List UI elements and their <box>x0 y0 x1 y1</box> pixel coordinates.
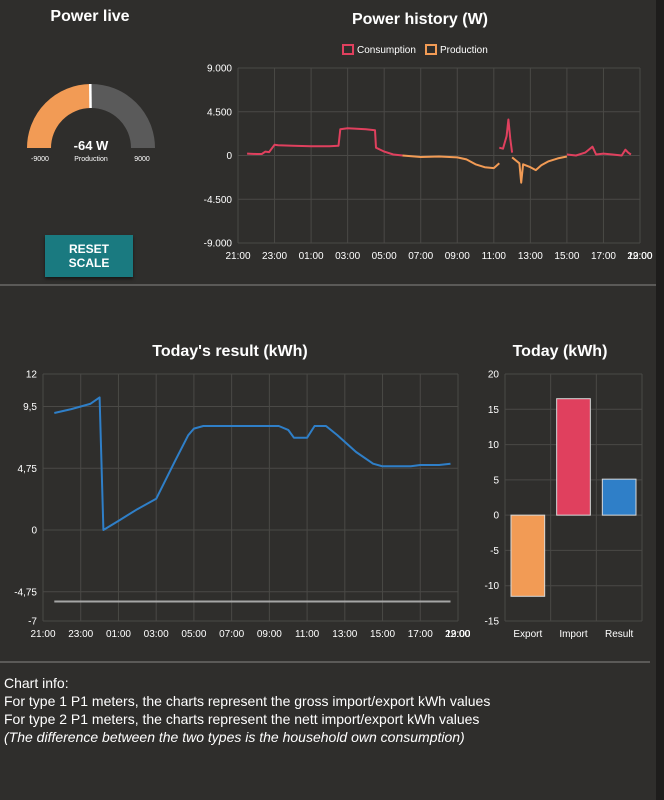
history-x-tick: 09:00 <box>445 251 470 262</box>
history-x-tick: 19:00 <box>627 251 652 262</box>
history-y-tick: 9.000 <box>207 64 232 75</box>
result-lines <box>54 396 451 603</box>
result-x-tick: 07:00 <box>219 629 244 640</box>
power-history-chart: Consumption Production 9.000 4.500 0 -4.500… <box>204 44 653 263</box>
today-y-tick: 10 <box>488 440 500 451</box>
info-heading: Chart info: <box>4 675 69 691</box>
history-series-production <box>511 155 568 184</box>
today-y-tick: 5 <box>493 475 499 486</box>
result-grid: 12 9,5 4,75 0 -4,75 -721:00 23:00 01:00 03:00 05:… <box>14 370 470 641</box>
result-x-tick: 23:00 <box>68 629 93 640</box>
gauge-track <box>89 84 155 149</box>
result-y-tick: 12 <box>26 370 38 381</box>
today-x-tick: Result <box>605 629 634 640</box>
result-chart: 12 9,5 4,75 0 -4,75 -721:00 23:00 01:00 03:00 05:… <box>14 370 470 641</box>
history-lines <box>247 118 632 184</box>
gauge-value: -64 W <box>74 138 109 153</box>
legend-swatch-consumption <box>342 44 354 55</box>
result-x-tick: 13:00 <box>332 629 357 640</box>
result-x-tick: 09:00 <box>257 629 282 640</box>
today-title: Today (kWh) <box>512 343 608 360</box>
history-y-tick: -9.000 <box>204 239 233 250</box>
gauge-sub-label: Production <box>74 156 108 163</box>
history-series-production <box>402 154 500 170</box>
history-series-consumption <box>499 118 514 153</box>
result-x-tick: 11:00 <box>295 629 320 640</box>
history-x-tick: 22:00 <box>627 251 652 262</box>
history-x-tick: 07:00 <box>408 251 433 262</box>
today-y-tick: 15 <box>488 405 500 416</box>
legend-swatch-production <box>425 44 437 55</box>
result-y-tick: 4,75 <box>18 464 38 475</box>
result-y-tick: -4,75 <box>14 587 37 598</box>
info-line-2: For type 2 P1 meters, the charts represe… <box>4 711 480 727</box>
gauge-max-label: 9000 <box>134 156 150 163</box>
history-x-tick: 13:00 <box>518 251 543 262</box>
history-x-tick: 01:00 <box>299 251 324 262</box>
today-bar-chart: 20 15 10 5 0 -5 -10 -15 Export Import Result <box>485 370 643 640</box>
result-x-tick: 21:00 <box>30 629 55 640</box>
today-y-tick: -15 <box>485 617 500 628</box>
legend-label-consumption: Consumption <box>357 45 416 56</box>
reset-scale-button[interactable]: RESET SCALE <box>45 235 133 277</box>
scrollbar-track[interactable] <box>656 0 664 800</box>
result-x-tick: 19:00 <box>445 629 470 640</box>
history-x-tick: 11:00 <box>482 251 507 262</box>
history-x-tick: 03:00 <box>335 251 360 262</box>
bar-result <box>601 478 637 516</box>
history-series-consumption <box>566 145 632 157</box>
history-x-tick: 17:00 <box>591 251 616 262</box>
today-y-tick: 20 <box>488 370 500 381</box>
result-y-tick: 0 <box>31 526 37 537</box>
today-y-tick: 0 <box>493 511 499 522</box>
history-x-tick: 05:00 <box>372 251 397 262</box>
result-title: Today's result (kWh) <box>152 343 308 360</box>
today-x-tick: Import <box>559 629 588 640</box>
result-x-tick: 03:00 <box>144 629 169 640</box>
today-bars <box>510 398 637 597</box>
legend-label-production: Production <box>440 45 488 56</box>
history-title: Power history (W) <box>351 11 488 28</box>
history-y-tick: 4.500 <box>207 107 232 118</box>
gauge-fill <box>27 84 92 149</box>
today-y-tick: -5 <box>490 546 499 557</box>
power-gauge: -64 W Production -9000 9000 <box>27 83 155 163</box>
info-note: (The difference between the two types is… <box>4 729 465 745</box>
history-x-tick: 15:00 <box>554 251 579 262</box>
legend: Consumption Production <box>342 44 488 56</box>
top-divider <box>0 284 656 286</box>
today-x-tick: Export <box>513 629 542 640</box>
gauge-min-label: -9000 <box>31 156 49 163</box>
history-x-tick: 21:00 <box>225 251 250 262</box>
history-y-tick: -4.500 <box>204 195 233 206</box>
bottom-divider <box>0 661 650 663</box>
chart-info: Chart info: For type 1 P1 meters, the ch… <box>4 674 490 746</box>
gauge-title: Power live <box>50 8 130 25</box>
history-x-tick: 23:00 <box>262 251 287 262</box>
result-y-tick: 9,5 <box>23 402 37 413</box>
info-line-1: For type 1 P1 meters, the charts represe… <box>4 693 491 709</box>
result-series-result <box>54 396 451 531</box>
result-x-tick: 05:00 <box>181 629 206 640</box>
result-x-tick: 15:00 <box>370 629 395 640</box>
today-y-tick: -10 <box>485 581 500 592</box>
result-x-tick: 17:00 <box>408 629 433 640</box>
bar-export <box>510 514 546 597</box>
history-y-tick: 0 <box>226 151 232 162</box>
result-x-tick: 01:00 <box>106 629 131 640</box>
bar-import <box>556 398 591 516</box>
history-series-consumption <box>247 127 403 157</box>
result-x-tick: 22:00 <box>445 629 470 640</box>
result-y-tick: -7 <box>28 617 37 628</box>
